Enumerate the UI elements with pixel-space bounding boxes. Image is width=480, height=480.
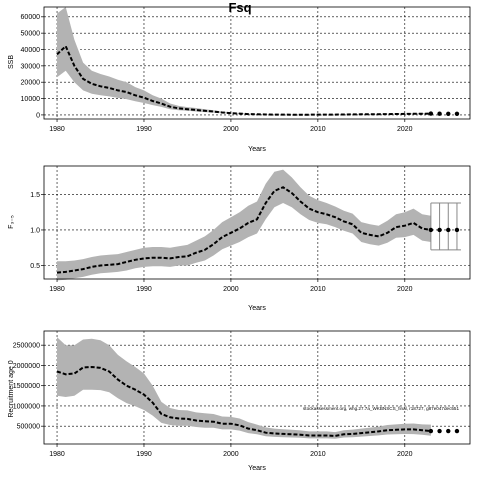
x-tick-label: 1990 (136, 451, 152, 458)
x-tick-label: 1980 (49, 451, 65, 458)
x-tick-label: 2010 (310, 126, 326, 133)
forecast-point (428, 111, 434, 116)
estimate-line (56, 186, 432, 274)
y-tick-label: 2000000 (13, 363, 40, 370)
y-tick-label: 20000 (21, 80, 41, 87)
confidence-band (57, 337, 431, 439)
forecast-point (437, 111, 442, 116)
forecast-point (437, 227, 442, 233)
x-axis-label: Years (248, 305, 266, 312)
plot-frame (43, 165, 471, 280)
forecast-point (454, 428, 460, 434)
x-axis-label: Years (248, 146, 266, 153)
y-tick-label: 1500000 (13, 383, 40, 390)
forecast-point (428, 428, 434, 434)
forecast-point (454, 111, 460, 116)
x-tick-label: 1990 (136, 286, 152, 293)
forecast-point (446, 227, 451, 233)
y-tick-label: 0 (36, 112, 40, 119)
forecast-point (446, 428, 451, 434)
x-tick-label: 2010 (310, 451, 326, 458)
x-tick-label: 1990 (136, 126, 152, 133)
y-tick-label: 2500000 (13, 343, 40, 350)
y-tick-label: 40000 (21, 47, 41, 54)
y-axis-label: Recruitment age 0 (8, 360, 15, 417)
panel-1: 1980 1990 2000 2010 2020 0 10000 20000 30000 4000… (8, 6, 471, 153)
x-tick-label: 2010 (310, 286, 326, 293)
x-tick-label: 2020 (397, 286, 413, 293)
panel-3: 1980 1990 2000 2010 2020 500000 1000000 1500000… (8, 330, 471, 472)
y-tick-label: 50000 (21, 31, 41, 38)
forecast-point (454, 227, 460, 233)
y-tick-label: 0.5 (30, 263, 40, 270)
x-tick-label: 1980 (49, 126, 65, 133)
y-tick-label: 60000 (21, 14, 41, 21)
x-axis-label: Years (248, 465, 266, 472)
x-tick-label: 2000 (223, 451, 239, 458)
y-tick-label: 30000 (21, 63, 41, 70)
forecast-point (428, 227, 434, 233)
estimate-line (56, 365, 431, 437)
confidence-band (57, 169, 431, 281)
y-tick-label: 10000 (21, 96, 41, 103)
footnote: stockassessment.org, whg.27.7a_WKBNSCS_f… (303, 406, 459, 411)
y-axis-label: F₃₋₅ (8, 215, 15, 229)
x-tick-label: 2020 (397, 451, 413, 458)
x-tick-label: 1980 (49, 286, 65, 293)
y-tick-label: 1000000 (13, 403, 40, 410)
x-tick-label: 2000 (223, 286, 239, 293)
x-tick-label: 2020 (397, 126, 413, 133)
plot-frame (43, 6, 471, 120)
forecast-point (446, 111, 451, 116)
x-tick-label: 2000 (223, 126, 239, 133)
figure-title: Fsq (228, 0, 251, 15)
forecast-point (437, 428, 442, 434)
y-tick-label: 1.0 (30, 227, 40, 234)
plot-frame (43, 330, 471, 445)
y-axis-label: SSB (8, 55, 15, 69)
panel-2: 1980 1990 2000 2010 2020 0.5 1.0 1.5 Years F₃₋₅ (8, 165, 471, 312)
y-tick-label: 1.5 (30, 192, 40, 199)
estimate-line (56, 44, 431, 116)
y-tick-label: 500000 (17, 424, 40, 431)
